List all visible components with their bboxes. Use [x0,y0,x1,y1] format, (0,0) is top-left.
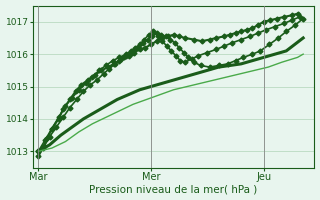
X-axis label: Pression niveau de la mer( hPa ): Pression niveau de la mer( hPa ) [90,184,258,194]
